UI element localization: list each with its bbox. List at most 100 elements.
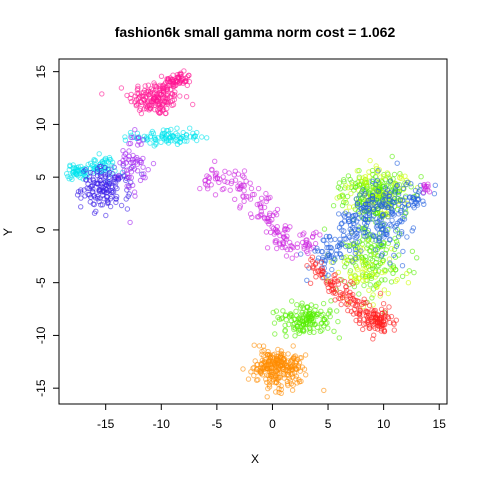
data-point: [281, 372, 287, 378]
data-point: [144, 137, 150, 143]
data-point: [98, 177, 104, 183]
data-point: [249, 214, 255, 221]
data-point: [377, 320, 383, 326]
data-point: [271, 320, 278, 326]
data-point: [299, 300, 305, 306]
data-point: [329, 266, 335, 273]
data-point: [108, 165, 115, 171]
data-point: [335, 281, 342, 287]
data-point: [375, 226, 381, 232]
data-point: [336, 211, 342, 217]
data-point: [363, 308, 369, 314]
data-point: [347, 258, 353, 264]
data-point: [255, 185, 262, 192]
data-point: [267, 365, 273, 371]
data-point: [263, 198, 269, 205]
data-point: [170, 72, 176, 78]
data-point: [91, 156, 97, 163]
data-point: [187, 125, 193, 131]
data-point: [395, 191, 402, 197]
data-point: [319, 320, 325, 326]
data-point: [341, 214, 348, 220]
data-point: [132, 99, 138, 105]
data-point: [291, 364, 298, 370]
data-point: [399, 197, 406, 203]
y-tick-label: 10: [34, 117, 48, 131]
data-point: [362, 190, 368, 197]
data-point: [289, 387, 296, 393]
data-point: [337, 251, 344, 258]
data-point: [343, 283, 349, 290]
y-tick-label: 5: [34, 174, 48, 181]
data-point: [120, 161, 127, 167]
data-point: [325, 284, 331, 291]
data-point: [352, 232, 358, 238]
data-point: [365, 312, 372, 319]
data-point: [318, 259, 324, 265]
data-point: [278, 383, 284, 389]
data-point: [371, 332, 377, 338]
data-point: [285, 358, 291, 364]
data-point: [372, 274, 378, 280]
data-point: [106, 181, 112, 187]
data-point: [78, 187, 84, 193]
data-point: [289, 298, 295, 304]
data-point: [301, 327, 307, 334]
data-point: [374, 222, 381, 229]
data-point: [411, 195, 417, 202]
data-point: [102, 164, 108, 171]
data-point: [376, 268, 382, 274]
data-point: [405, 179, 411, 186]
data-point: [394, 160, 400, 166]
data-point: [366, 248, 373, 254]
data-point: [387, 260, 393, 266]
data-point: [265, 385, 271, 392]
data-point: [267, 357, 273, 363]
data-point: [133, 96, 140, 103]
data-point: [284, 367, 290, 374]
data-point: [382, 322, 388, 328]
data-point: [326, 288, 332, 294]
data-point: [96, 151, 102, 157]
data-point: [298, 312, 304, 318]
data-point: [361, 316, 367, 322]
data-point: [265, 351, 271, 358]
data-point: [341, 177, 347, 183]
data-point: [178, 73, 184, 80]
data-point: [363, 222, 370, 229]
data-point: [309, 233, 316, 240]
data-point: [338, 241, 344, 248]
data-point: [291, 321, 298, 327]
data-point: [256, 343, 263, 349]
data-point: [308, 246, 314, 252]
data-point: [405, 202, 411, 209]
data-point: [164, 86, 171, 92]
data-point: [337, 186, 343, 192]
data-point: [319, 271, 325, 278]
data-point: [369, 192, 375, 199]
data-point: [289, 255, 295, 261]
data-point: [134, 87, 141, 93]
data-point: [137, 157, 144, 164]
data-point: [86, 174, 93, 180]
data-point: [374, 219, 380, 226]
data-point: [382, 277, 388, 283]
data-point: [78, 204, 84, 210]
data-point: [400, 185, 406, 192]
data-point: [128, 98, 135, 105]
data-point: [99, 202, 106, 208]
data-point: [121, 167, 127, 174]
data-point: [127, 166, 133, 172]
data-point: [389, 209, 395, 215]
data-point: [363, 277, 369, 283]
data-point: [132, 127, 138, 133]
data-point: [393, 266, 399, 273]
data-point: [264, 394, 270, 400]
data-point: [382, 185, 389, 191]
data-point: [279, 244, 285, 251]
data-point: [173, 137, 179, 143]
data-point: [300, 305, 306, 311]
data-point: [341, 259, 347, 265]
data-point: [290, 374, 296, 380]
data-point: [75, 173, 81, 179]
